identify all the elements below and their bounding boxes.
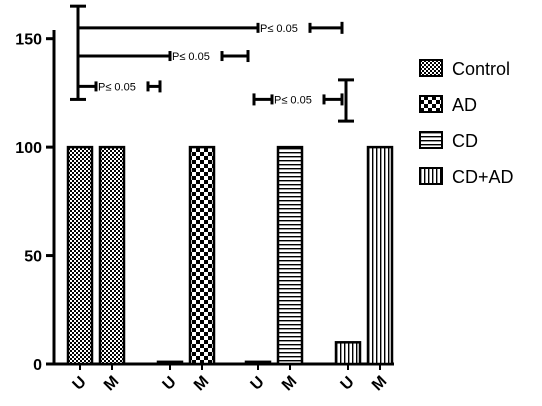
y-tick-label: 100 — [15, 140, 42, 157]
legend-swatch — [419, 167, 443, 185]
x-tick-label: M — [369, 373, 390, 394]
y-axis: 0 50 100 150 — [15, 30, 56, 374]
y-tick-label: 50 — [24, 249, 42, 266]
legend-swatch — [419, 59, 443, 77]
legend-label: AD — [452, 95, 477, 115]
legend-label: CD+AD — [452, 167, 514, 187]
x-tick-label: M — [101, 373, 122, 394]
bar — [366, 145, 394, 366]
x-tick-label: M — [191, 373, 212, 394]
legend-label: CD — [452, 131, 478, 151]
significance-label: P≤ 0.05 — [98, 81, 136, 93]
significance-label: P≤ 0.05 — [274, 94, 312, 106]
x-tick-label: U — [70, 374, 90, 394]
bar — [156, 360, 184, 366]
significance-label: P≤ 0.05 — [172, 51, 210, 63]
legend: Control AD CD CD+AD — [419, 59, 514, 187]
legend-label: Control — [452, 59, 510, 79]
y-tick-label: 150 — [15, 32, 42, 49]
x-tick-label: M — [279, 373, 300, 394]
x-tick-label: U — [160, 374, 180, 394]
x-tick-label: U — [338, 374, 358, 394]
bar — [276, 145, 304, 366]
bar — [244, 360, 272, 366]
bar — [188, 145, 216, 366]
significance-label: P≤ 0.05 — [260, 23, 298, 35]
legend-swatch — [419, 131, 443, 149]
bar — [66, 145, 94, 366]
y-tick-label: 0 — [33, 357, 42, 374]
bar — [98, 145, 126, 366]
x-tick-label: U — [248, 374, 268, 394]
bar — [334, 341, 362, 366]
legend-swatch — [419, 95, 443, 113]
